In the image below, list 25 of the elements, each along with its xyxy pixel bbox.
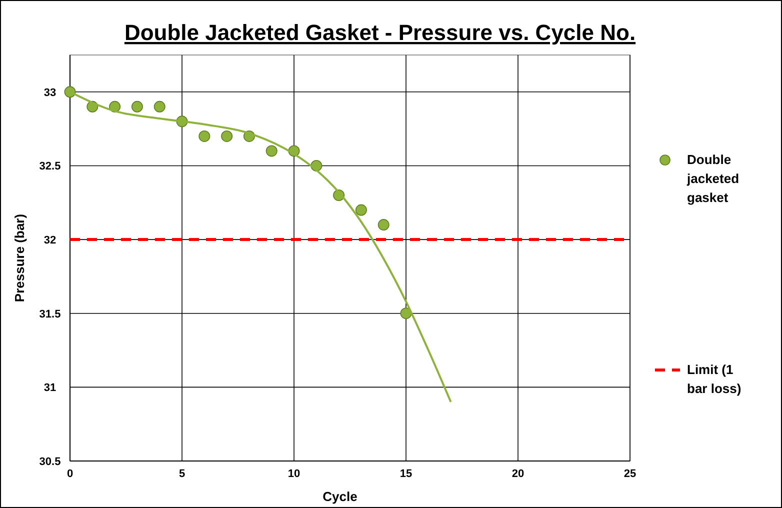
y-axis-title: Pressure (bar): [12, 214, 27, 302]
point: [198, 130, 210, 142]
legend-label: Limit (1 bar loss): [687, 362, 742, 396]
point: [378, 219, 390, 231]
point: [221, 130, 233, 142]
point: [355, 204, 367, 216]
point: [131, 100, 143, 112]
x-tick-label: 20: [512, 468, 524, 480]
point: [266, 145, 278, 157]
y-tick-label: 33: [44, 86, 56, 99]
legend-label: Double jacketed gasket: [686, 152, 740, 205]
x-tick-label: 25: [624, 468, 636, 480]
y-tick-label: 30.5: [39, 456, 61, 468]
y-tick-label: 31.5: [39, 308, 61, 320]
y-tick-label: 31: [44, 382, 56, 394]
point: [154, 100, 166, 112]
x-tick-label: 5: [178, 468, 186, 480]
x-axis-title: Cycle: [322, 489, 358, 504]
point: [400, 308, 412, 320]
x-tick-label: 10: [288, 468, 300, 480]
y-tick-label: 32.5: [39, 160, 61, 173]
y-tick-label: 32: [44, 234, 56, 247]
chart-title: Double Jacketed Gasket - Pressure vs. Cycle No.: [124, 20, 636, 45]
x-tick-label: 15: [400, 468, 412, 480]
x-tick-label: 0: [66, 468, 74, 480]
